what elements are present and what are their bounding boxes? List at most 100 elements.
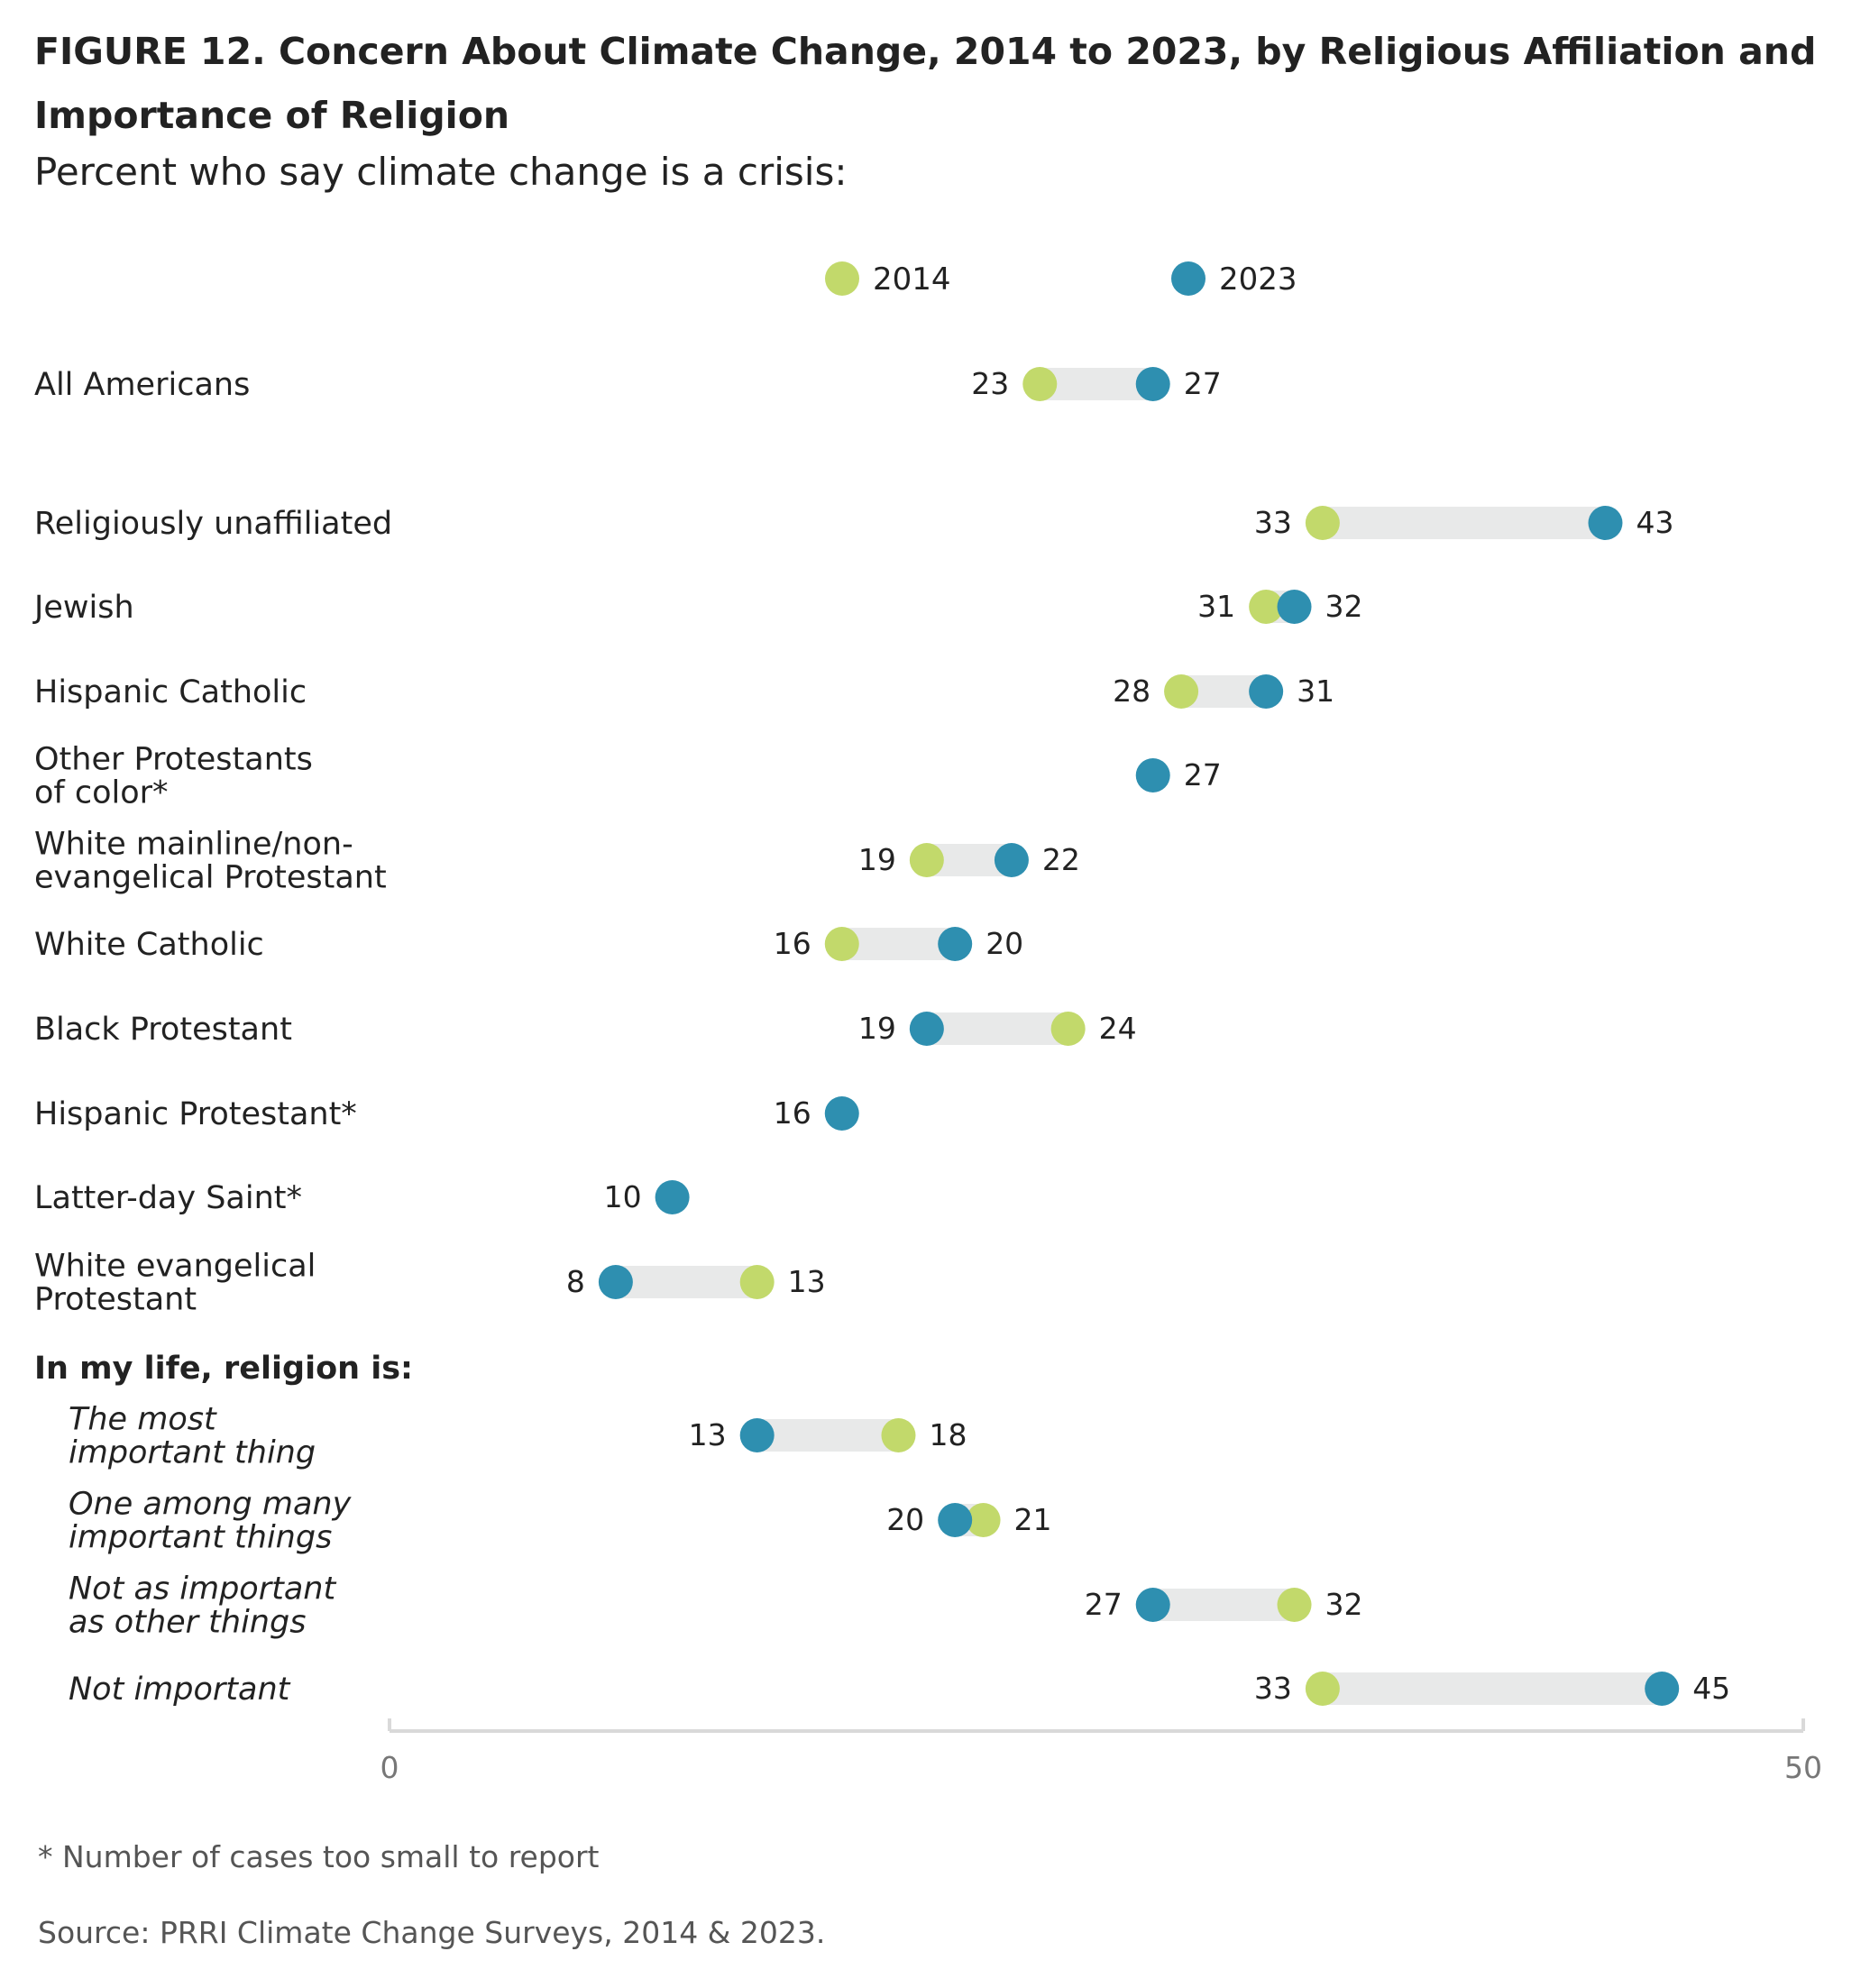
- value-label-high: 24: [1099, 1011, 1137, 1046]
- value-label-high: 13: [788, 1264, 826, 1299]
- value-label-high: 27: [1184, 366, 1222, 401]
- value-label-high: 32: [1325, 589, 1363, 624]
- row-label-line: Religiously unaffiliated: [34, 506, 392, 542]
- chart-title: FIGURE 12. Concern About Climate Change,…: [34, 30, 1817, 137]
- range-bar: [1322, 507, 1606, 539]
- value-label: 16: [774, 1095, 811, 1131]
- dot-2014: [1277, 1588, 1312, 1622]
- value-label-high: 32: [1325, 1587, 1363, 1622]
- row-label-line: Not important: [69, 1672, 291, 1708]
- value-label-low: 8: [566, 1264, 585, 1299]
- row-label-line: Hispanic Catholic: [34, 674, 307, 710]
- row-label-line: One among many: [69, 1487, 353, 1523]
- dot-2023: [938, 927, 973, 961]
- value-label: 27: [1184, 757, 1222, 792]
- dot-2023: [739, 1418, 775, 1452]
- value-label-low: 33: [1254, 505, 1292, 540]
- row-label-line: Latter-day Saint*: [34, 1180, 302, 1216]
- dot-2014: [966, 1503, 1001, 1537]
- dot-2023: [598, 1265, 633, 1299]
- dot-2014: [1305, 1672, 1340, 1706]
- range-bar: [926, 1012, 1068, 1045]
- dot-2014: [824, 927, 859, 961]
- value-label-high: 45: [1692, 1671, 1730, 1706]
- row-label: Other Protestants of color*: [34, 742, 313, 811]
- dot-2023: [1588, 506, 1623, 540]
- footnote: * Number of cases too small to report: [38, 1839, 600, 1874]
- value-label-high: 43: [1636, 505, 1673, 540]
- row-label-line: important things: [69, 1520, 332, 1556]
- value-label-low: 23: [971, 366, 1009, 401]
- value-label: 10: [604, 1179, 642, 1214]
- dot-2014: [1022, 367, 1058, 401]
- row-label: Hispanic Catholic: [34, 674, 307, 710]
- legend-marker-2014: [825, 261, 859, 296]
- value-label-high: 31: [1297, 673, 1334, 709]
- value-label-low: 16: [774, 926, 811, 961]
- row-label-line: Protestant: [34, 1282, 197, 1318]
- dot-2023: [994, 843, 1029, 877]
- row-label: White evangelical Protestant: [34, 1249, 316, 1318]
- value-label-high: 22: [1042, 842, 1080, 877]
- value-label-low: 27: [1085, 1587, 1123, 1622]
- row-label-line: important thing: [69, 1435, 316, 1471]
- row-label-line: All Americans: [34, 367, 250, 403]
- row-label-line: Not as important: [69, 1571, 336, 1608]
- legend-marker-2023: [1171, 261, 1206, 296]
- row-label: Black Protestant: [34, 1012, 292, 1048]
- row-label-line: Jewish: [32, 590, 134, 626]
- row-label: White mainline/non-evangelical Protestan…: [34, 827, 387, 896]
- dot-2014: [1050, 1012, 1086, 1046]
- dot-2023: [1135, 758, 1170, 792]
- value-label-low: 31: [1197, 589, 1235, 624]
- x-tick-label: 50: [1784, 1750, 1822, 1785]
- legend-label-2014: 2014: [873, 261, 951, 298]
- row-label: One among many important things: [69, 1487, 353, 1556]
- value-label-low: 19: [858, 1011, 896, 1046]
- dot-2023: [655, 1180, 690, 1214]
- row-label-line: White Catholic: [34, 927, 264, 963]
- range-bar: [756, 1419, 899, 1452]
- dot-2014: [909, 843, 944, 877]
- row-label-line: The most: [69, 1402, 217, 1438]
- chart-subtitle: Percent who say climate change is a cris…: [34, 150, 848, 194]
- dot-2023: [824, 1096, 859, 1131]
- value-label-low: 28: [1113, 673, 1151, 709]
- row-label: Hispanic Protestant*: [34, 1096, 357, 1132]
- row-label: Latter-day Saint*: [34, 1180, 302, 1216]
- dot-2014: [1249, 590, 1284, 624]
- row-label-line: Black Protestant: [34, 1012, 292, 1048]
- row-label: Not as important as other things: [69, 1571, 336, 1641]
- range-bar: [615, 1266, 757, 1298]
- row-label-line: White mainline/non-: [34, 827, 353, 863]
- row-label: Jewish: [32, 590, 134, 626]
- row-label-line: Hispanic Protestant*: [34, 1096, 357, 1132]
- dot-2023: [1135, 367, 1170, 401]
- value-label-high: 18: [929, 1417, 967, 1452]
- value-label-low: 13: [689, 1417, 727, 1452]
- row-label: The most important thing: [69, 1402, 316, 1471]
- row-label: Religiously unaffiliated: [34, 506, 392, 542]
- row-label: Not important: [69, 1672, 291, 1708]
- row-label: White Catholic: [34, 927, 264, 963]
- row-label: All Americans: [34, 367, 250, 403]
- legend-label-2023: 2023: [1219, 261, 1297, 298]
- value-label-high: 21: [1014, 1502, 1052, 1537]
- dot-2023: [938, 1503, 973, 1537]
- range-bar: [1040, 368, 1153, 400]
- value-label-low: 19: [858, 842, 896, 877]
- value-label-low: 20: [886, 1502, 924, 1537]
- row-label-line: Other Protestants: [34, 742, 313, 778]
- value-label-high: 20: [986, 926, 1023, 961]
- dot-2014: [881, 1418, 916, 1452]
- range-bar: [1152, 1589, 1295, 1621]
- dot-2014: [1164, 674, 1199, 709]
- dot-2014: [1305, 506, 1340, 540]
- range-bar: [1322, 1672, 1663, 1705]
- x-tick-label: 0: [380, 1750, 399, 1785]
- row-label-line: White evangelical: [34, 1249, 316, 1285]
- source-note: Source: PRRI Climate Change Surveys, 201…: [38, 1915, 826, 1950]
- row-label-line: of color*: [34, 775, 169, 811]
- value-label-low: 33: [1254, 1671, 1292, 1706]
